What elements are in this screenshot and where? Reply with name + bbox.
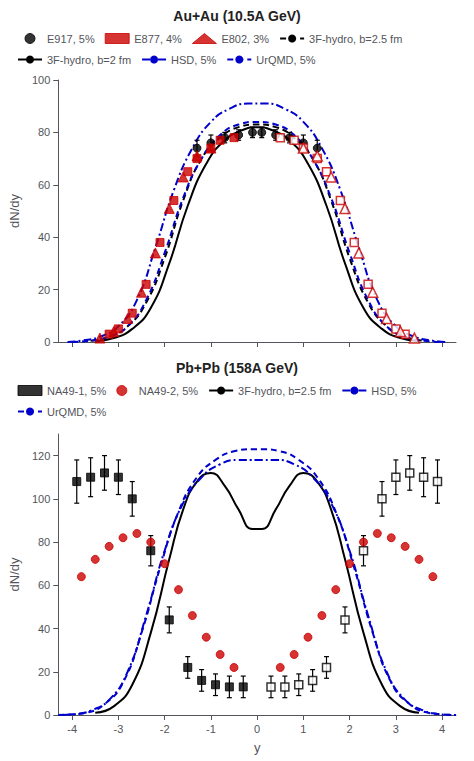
svg-text:NA49-1, 5%: NA49-1, 5% [47, 385, 107, 397]
svg-text:E917, 5%: E917, 5% [47, 33, 95, 45]
svg-text:-4: -4 [67, 723, 77, 735]
svg-text:20: 20 [38, 284, 50, 296]
svg-text:100: 100 [32, 493, 50, 505]
svg-text:-1: -1 [206, 723, 216, 735]
svg-text:80: 80 [38, 126, 50, 138]
svg-text:0: 0 [44, 336, 50, 348]
svg-text:40: 40 [38, 231, 50, 243]
svg-text:HSD, 5%: HSD, 5% [371, 385, 416, 397]
svg-text:0: 0 [44, 709, 50, 721]
svg-text:3F-hydro, b=2 fm: 3F-hydro, b=2 fm [47, 54, 131, 66]
svg-text:80: 80 [38, 536, 50, 548]
svg-text:Pb+Pb (158A GeV): Pb+Pb (158A GeV) [176, 360, 298, 376]
svg-text:dN/dy: dN/dy [7, 194, 22, 228]
svg-text:y: y [254, 740, 261, 755]
svg-text:0: 0 [254, 723, 260, 735]
svg-text:dN/dy: dN/dy [7, 557, 22, 591]
svg-text:20: 20 [38, 666, 50, 678]
svg-text:Au+Au (10.5A GeV): Au+Au (10.5A GeV) [173, 8, 300, 24]
svg-text:-3: -3 [113, 723, 123, 735]
svg-text:2: 2 [347, 723, 353, 735]
svg-text:1: 1 [300, 723, 306, 735]
svg-text:60: 60 [38, 179, 50, 191]
svg-text:60: 60 [38, 579, 50, 591]
svg-text:-2: -2 [160, 723, 170, 735]
svg-text:3: 3 [393, 723, 399, 735]
svg-text:3F-hydro, b=2.5 fm: 3F-hydro, b=2.5 fm [309, 33, 402, 45]
svg-text:UrQMD, 5%: UrQMD, 5% [47, 406, 107, 418]
svg-text:4: 4 [439, 723, 445, 735]
svg-text:NA49-2, 5%: NA49-2, 5% [139, 385, 199, 397]
svg-text:120: 120 [32, 450, 50, 462]
svg-text:UrQMD, 5%: UrQMD, 5% [256, 54, 316, 66]
svg-text:100: 100 [32, 74, 50, 86]
svg-text:40: 40 [38, 623, 50, 635]
svg-text:HSD, 5%: HSD, 5% [171, 54, 216, 66]
svg-text:E877, 4%: E877, 4% [134, 33, 182, 45]
svg-text:E802, 3%: E802, 3% [221, 33, 269, 45]
svg-text:3F-hydro, b=2.5 fm: 3F-hydro, b=2.5 fm [238, 385, 331, 397]
